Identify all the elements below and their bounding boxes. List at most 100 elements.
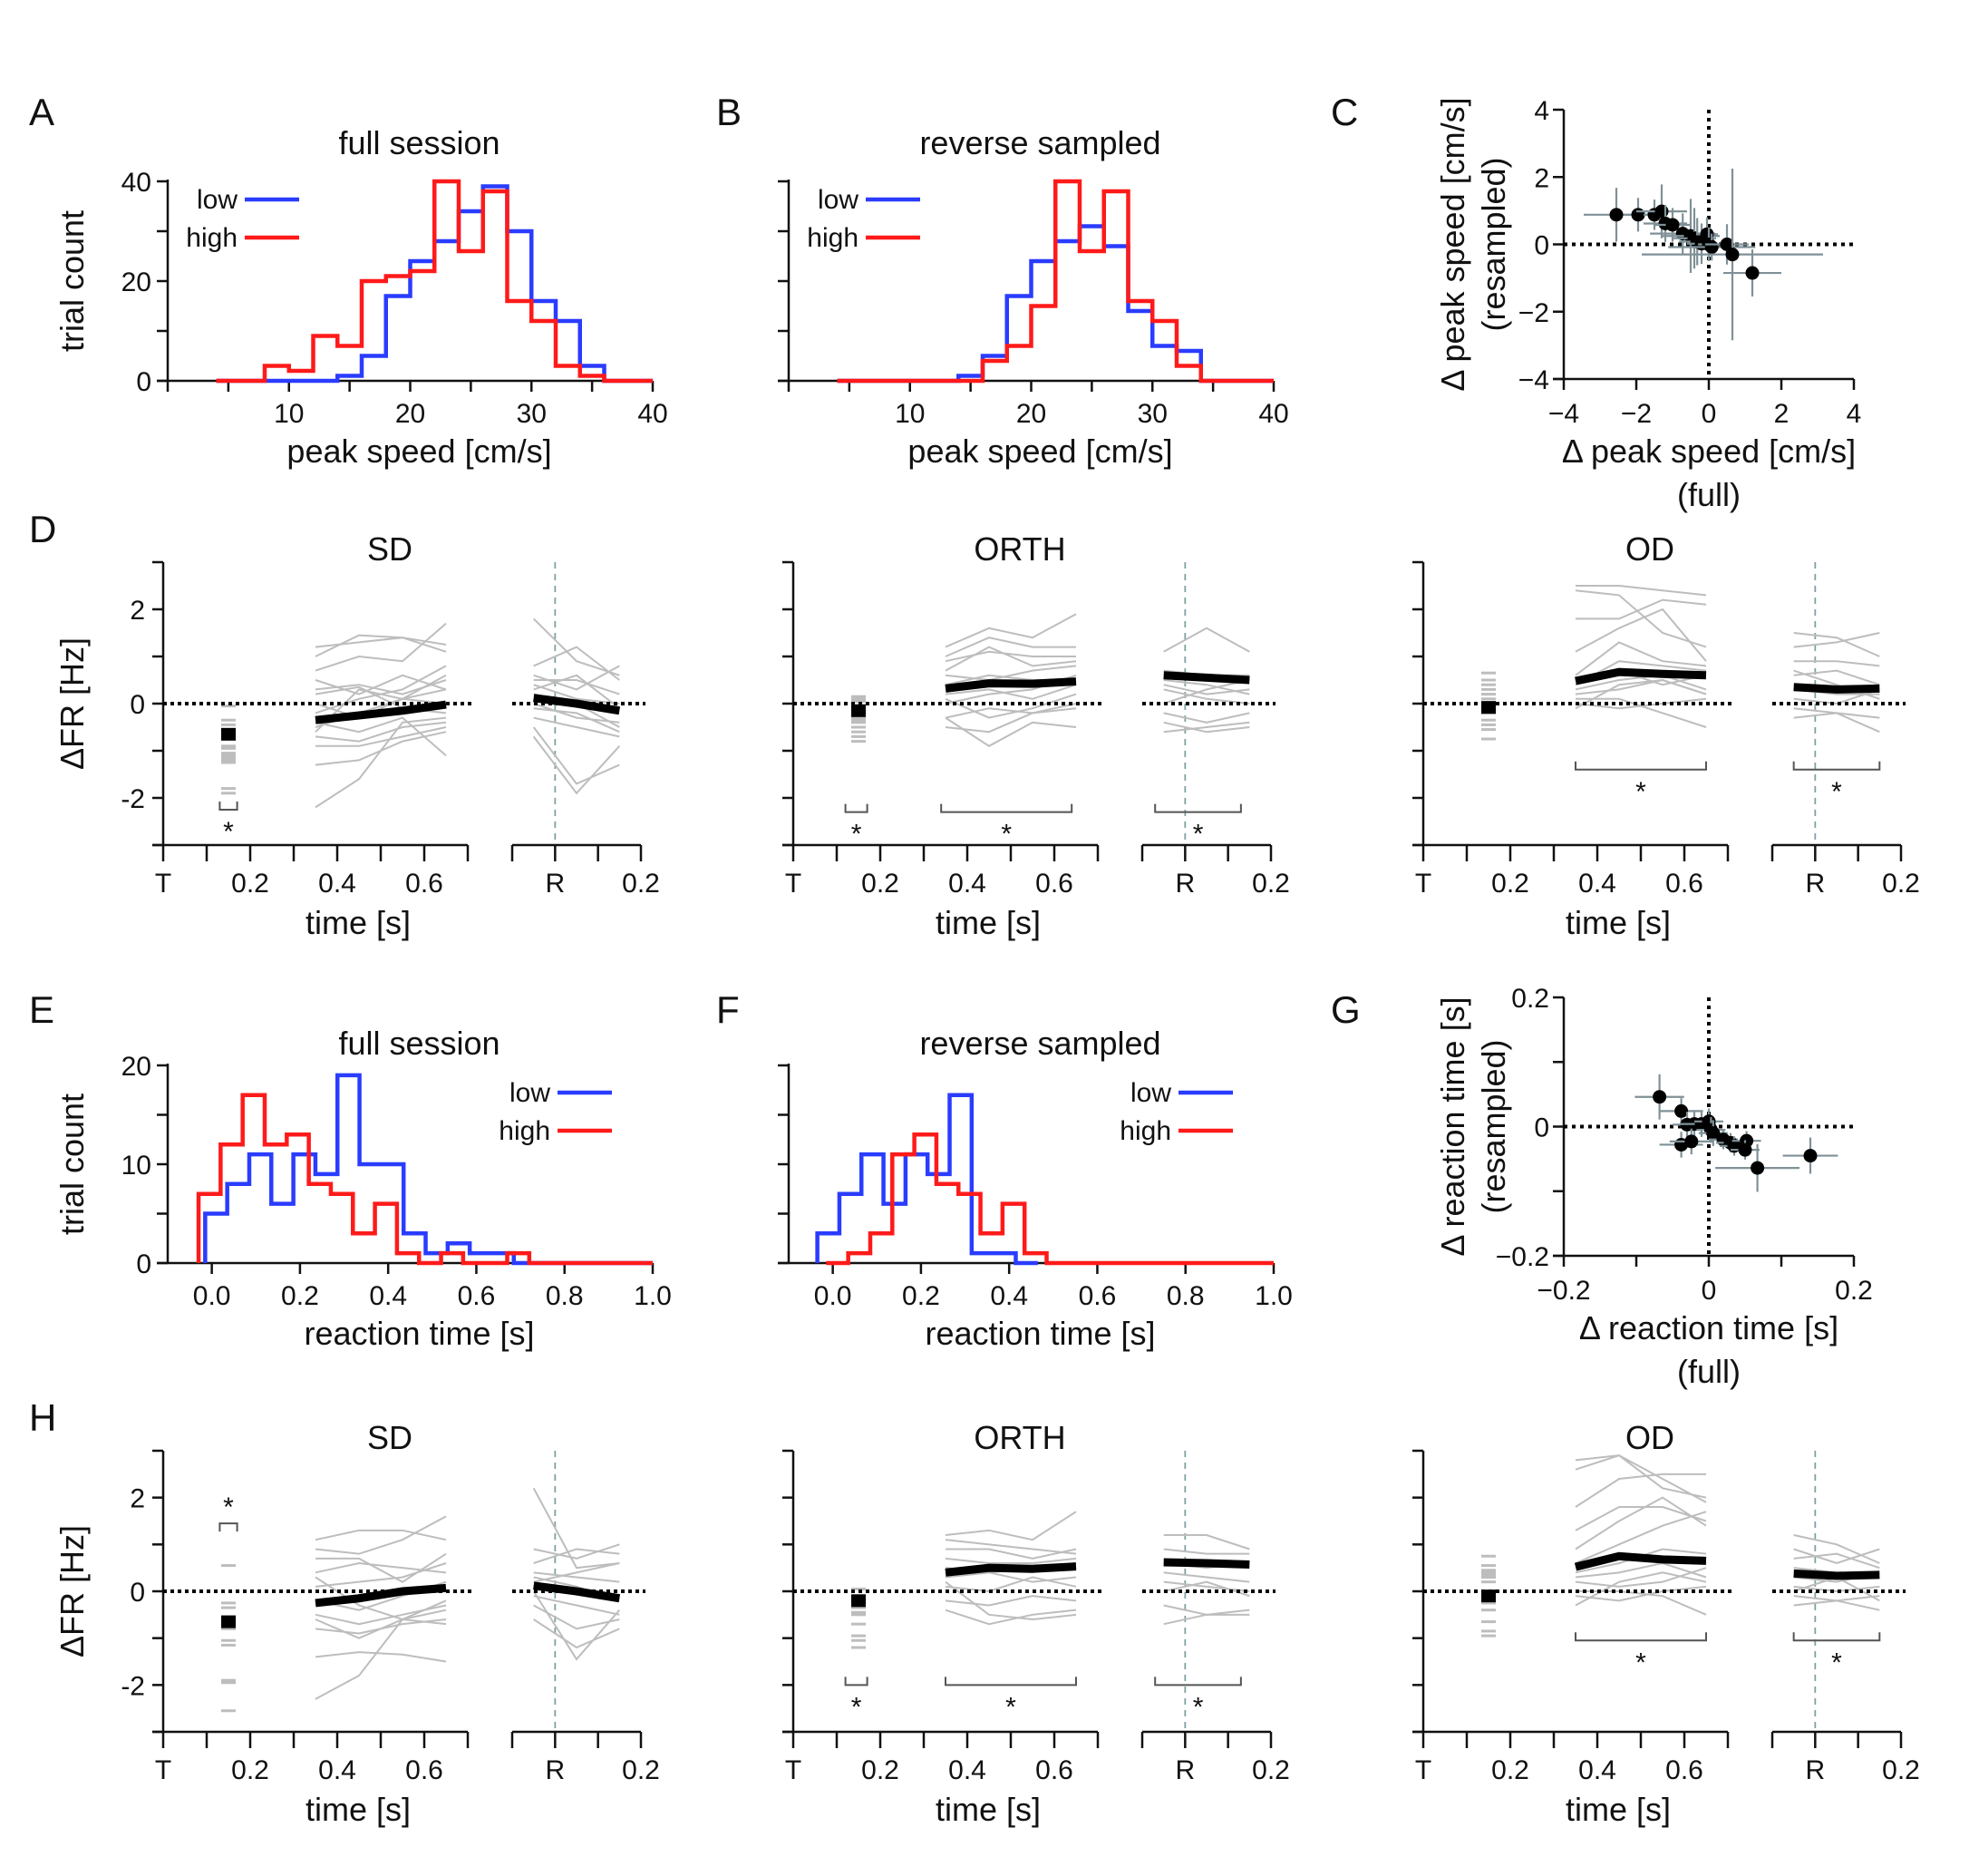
mean-trace-movement [1574, 1551, 1707, 1571]
significance-bracket [1154, 1677, 1242, 1686]
unit-trace-movement [315, 731, 447, 766]
x-axis-label: time [s] [936, 1791, 1041, 1828]
subplot-title: OD [1625, 530, 1674, 568]
mean-trace-movement [315, 1583, 447, 1608]
unit-trace-movement [945, 1539, 1077, 1555]
scatter-point [1631, 208, 1645, 222]
unit-trace-movement [1575, 1454, 1707, 1503]
unit-trace-response [532, 726, 620, 785]
unit-trace-response [533, 679, 620, 695]
unit-trace-response [1793, 632, 1880, 648]
significance-asterisk: * [1831, 777, 1842, 807]
y-axis-label: Δ peak speed [cm/s] [1434, 97, 1471, 391]
unit-trace-movement [946, 1548, 1077, 1560]
histogram-series-high [826, 1132, 1274, 1266]
x-axis-label: time [s] [306, 1791, 411, 1828]
mean-trace-response [533, 1581, 621, 1603]
panel-title: reverse sampled [919, 1025, 1160, 1062]
histogram-series-high [196, 1093, 653, 1266]
x-tick-label: T [1415, 869, 1431, 899]
unit-trace-movement [315, 1529, 447, 1541]
x-tick-label: 0.2 [231, 1755, 269, 1785]
unit-trace-movement [1575, 1511, 1707, 1564]
unit-trace-movement [945, 1580, 1077, 1621]
significance-bracket [1575, 1632, 1707, 1642]
legend-label-high: high [807, 223, 858, 253]
x-tick-label: 4 [1847, 399, 1862, 429]
unit-trace-movement [315, 1618, 447, 1639]
unit-trace-movement [315, 1552, 447, 1583]
panel-letter: B [716, 91, 742, 133]
scatter-point [1700, 227, 1714, 241]
x-tick-label: 0.0 [814, 1281, 852, 1311]
data-point [1669, 1128, 1713, 1155]
x-tick-label: T [785, 869, 801, 899]
unit-trace-response [1793, 669, 1880, 686]
x-tick-label: 20 [1016, 399, 1046, 429]
unit-trace-response [532, 1487, 620, 1570]
significance-bracket [940, 803, 1073, 813]
unit-trace-response [532, 1590, 621, 1661]
data-point [1698, 1120, 1728, 1146]
x-tick-label: 0.2 [1835, 1276, 1873, 1306]
x-axis-label: time [s] [936, 904, 1041, 941]
unit-trace-response [1163, 721, 1250, 734]
x-tick-label: 0.4 [1578, 869, 1616, 899]
unit-trace-response [533, 1571, 620, 1583]
x-tick-label: R [545, 1755, 565, 1785]
subplot-od: OD T 0.2 0.4 0.6 R 0.2 time [s] * * [1412, 1419, 1920, 1828]
panel-letter: C [1331, 91, 1358, 133]
unit-trace-movement [315, 637, 447, 653]
unit-trace-movement [315, 1562, 447, 1588]
histogram-series-low [203, 1073, 653, 1266]
x-tick-label: 0.6 [1665, 869, 1703, 899]
subplot-sd: SD -2 0 2 T 0.2 0.4 0.6 R 0.2 time [s] * [121, 1419, 660, 1828]
x-axis-label: Δ peak speed [cm/s] [1562, 433, 1856, 470]
legend-label-low: low [1130, 1078, 1171, 1108]
y-tick-label: 0.2 [1511, 984, 1549, 1014]
significance-bracket [945, 1677, 1077, 1686]
subplot-orth: ORTH T 0.2 0.4 0.6 R 0.2 time [s] * * * [782, 1419, 1290, 1828]
unit-trace-response [532, 735, 621, 795]
y-axis-label: trial count [53, 1094, 91, 1235]
unit-trace-movement [315, 726, 447, 747]
unit-trace-movement [315, 674, 447, 733]
x-tick-label: 0.8 [1167, 1281, 1205, 1311]
y-axis-label-line2: (resampled) [1475, 157, 1512, 331]
y-tick-label: 0 [136, 367, 151, 397]
unit-trace-response [1163, 1580, 1250, 1598]
subplot-od: OD T 0.2 0.4 0.6 R 0.2 time [s] * * [1412, 530, 1920, 941]
unit-trace-movement [315, 674, 447, 695]
significance-asterisk: * [1005, 1692, 1016, 1722]
x-tick-label: 1.0 [1255, 1281, 1293, 1311]
scatter-point [1803, 1149, 1818, 1163]
significance-bracket [1575, 761, 1707, 771]
unit-trace-movement [315, 1651, 447, 1663]
unit-trace-response [533, 1618, 620, 1649]
unit-trace-movement [945, 703, 1077, 719]
x-tick-label: 0.4 [1578, 1755, 1616, 1785]
x-tick-label: 0.2 [622, 869, 660, 899]
legend-label-high: high [186, 223, 238, 253]
unit-trace-movement [945, 716, 1077, 747]
unit-trace-movement [945, 613, 1077, 648]
y-axis-label-line2: (resampled) [1475, 1039, 1512, 1213]
panel-letter: H [29, 1396, 56, 1439]
scatter-point [1665, 218, 1680, 232]
unit-trace-movement [315, 1599, 447, 1700]
panel-G: G−0.200.2−0.2 0 0.2Δ reaction time [s](ful… [1331, 984, 1873, 1390]
x-tick-label: 0.2 [1882, 869, 1920, 899]
unit-trace-movement [945, 1609, 1077, 1626]
y-tick-label: -2 [121, 784, 145, 814]
legend-label-low: low [197, 185, 238, 215]
unit-trace-response [533, 1548, 620, 1564]
x-tick-label: 0.4 [318, 869, 356, 899]
unit-trace-response [1793, 632, 1880, 657]
x-tick-label: 0.8 [546, 1281, 584, 1311]
panel-letter: G [1331, 988, 1361, 1031]
unit-trace-movement [315, 622, 447, 672]
subplot-title: OD [1625, 1419, 1674, 1456]
target-mean-marker [851, 704, 866, 717]
